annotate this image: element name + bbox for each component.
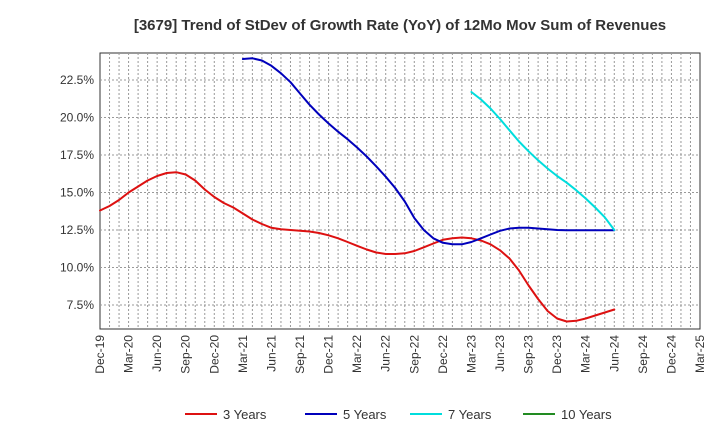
- y-axis: 7.5% 10.0% 12.5% 15.0% 17.5% 20.0% 22.5%: [60, 73, 94, 312]
- x-tick-label: Sep-23: [522, 335, 536, 374]
- y-tick-label: 17.5%: [60, 148, 94, 162]
- x-tick-label: Jun-21: [264, 335, 278, 372]
- x-tick-label: Mar-22: [350, 335, 364, 373]
- x-tick-label: Sep-24: [636, 335, 650, 374]
- x-tick-label: Mar-20: [122, 335, 136, 373]
- x-tick-label: Dec-24: [664, 335, 678, 374]
- legend-label-5-years: 5 Years: [343, 407, 387, 422]
- x-tick-label: Dec-20: [207, 335, 221, 374]
- x-tick-label: Mar-23: [464, 335, 478, 373]
- x-tick-label: Jun-23: [493, 335, 507, 372]
- y-tick-label: 22.5%: [60, 73, 94, 87]
- y-tick-label: 15.0%: [60, 186, 94, 200]
- series-line-3-years: [99, 171, 616, 323]
- x-tick-label: Sep-20: [179, 335, 193, 374]
- y-tick-label: 7.5%: [67, 298, 95, 312]
- x-tick-label: Jun-22: [379, 335, 393, 372]
- chart-title: [3679] Trend of StDev of Growth Rate (Yo…: [134, 17, 666, 34]
- series-group: [99, 57, 616, 323]
- x-tick-label: Dec-23: [550, 335, 564, 374]
- y-tick-label: 12.5%: [60, 223, 94, 237]
- x-tick-label: Mar-21: [236, 335, 250, 373]
- x-tick-label: Jun-20: [150, 335, 164, 372]
- series-line-5-years: [241, 57, 616, 246]
- x-axis: Dec-19 Mar-20 Jun-20 Sep-20 Dec-20 Mar-21 Jun-…: [93, 335, 707, 374]
- legend-label-7-years: 7 Years: [448, 407, 492, 422]
- y-tick-label: 20.0%: [60, 111, 94, 125]
- x-tick-label: Dec-22: [436, 335, 450, 374]
- y-tick-label: 10.0%: [60, 261, 94, 275]
- x-tick-label: Sep-21: [293, 335, 307, 374]
- series-line-7-years: [470, 91, 616, 231]
- x-tick-label: Mar-25: [693, 335, 707, 373]
- x-tick-label: Mar-24: [579, 335, 593, 373]
- legend-label-3-years: 3 Years: [223, 407, 267, 422]
- x-tick-label: Dec-19: [93, 335, 107, 374]
- plot-area: [99, 52, 701, 330]
- legend-label-10-years: 10 Years: [561, 407, 612, 422]
- x-tick-label: Sep-22: [407, 335, 421, 374]
- x-tick-label: Dec-21: [322, 335, 336, 374]
- grid-lines: [100, 53, 700, 329]
- legend: 3 Years 5 Years 7 Years 10 Years: [185, 407, 612, 422]
- x-tick-label: Jun-24: [607, 335, 621, 372]
